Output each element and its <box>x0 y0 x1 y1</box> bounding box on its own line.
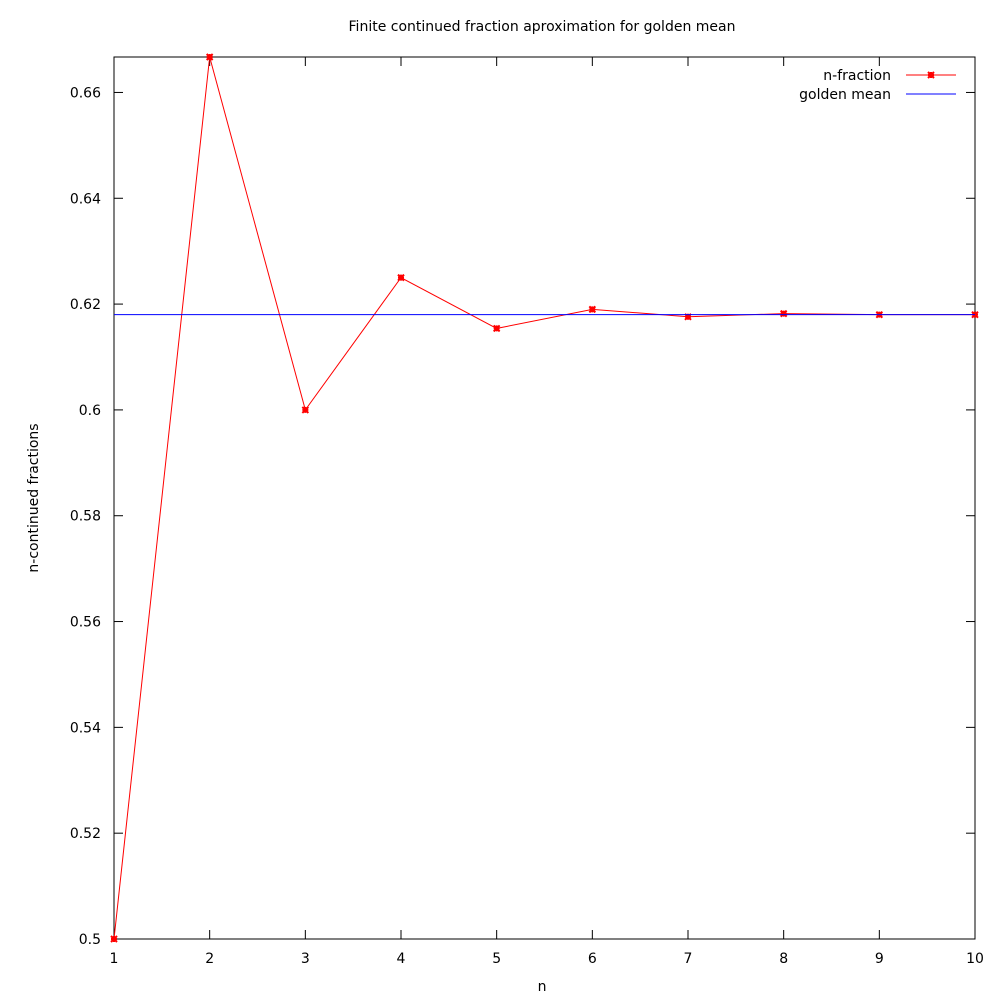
x-axis-title: n <box>538 979 547 995</box>
y-tick-label: 0.54 <box>70 720 101 736</box>
y-axis-title: n-continued fractions <box>26 423 42 572</box>
y-tick-label: 0.52 <box>70 826 101 842</box>
plot-area: 0.5 0.52 0.54 0.56 0.58 0.6 0.62 0.64 0.66 1 2 3 4 5 6… <box>70 53 984 967</box>
legend-label-golden-mean: golden mean <box>799 87 891 103</box>
n-fraction-point <box>779 309 788 318</box>
x-tick-label: 10 <box>966 951 984 967</box>
y-tick-label: 0.64 <box>70 191 101 207</box>
y-tick-label: 0.6 <box>79 403 101 419</box>
chart-title: Finite continued fraction aproximation f… <box>349 19 736 35</box>
x-tick-label: 9 <box>875 951 884 967</box>
y-tick-label: 0.56 <box>70 615 101 631</box>
n-fraction-point <box>492 324 501 333</box>
n-fraction-point <box>397 273 405 282</box>
x-tick-label: 1 <box>110 951 119 967</box>
x-tick-label: 5 <box>492 951 501 967</box>
legend-marker-n-fraction <box>927 71 935 79</box>
n-fraction-point <box>588 305 597 314</box>
x-tick-label: 4 <box>397 951 406 967</box>
x-tick-label: 2 <box>205 951 214 967</box>
x-tick-label: 6 <box>588 951 597 967</box>
plot-frame <box>113 56 976 940</box>
x-tick-label: 8 <box>779 951 788 967</box>
n-fraction-point <box>301 406 310 414</box>
x-tick-label: 7 <box>684 951 693 967</box>
x-tick-label: 3 <box>301 951 310 967</box>
y-tick-label: 0.5 <box>79 932 101 948</box>
n-fraction-point <box>205 53 214 61</box>
y-tick-label: 0.66 <box>70 85 101 101</box>
n-fraction-point <box>110 935 118 943</box>
n-fraction-point <box>684 313 692 321</box>
y-tick-label: 0.62 <box>70 297 101 313</box>
legend-label-n-fraction: n-fraction <box>823 68 891 84</box>
y-tick-label: 0.58 <box>70 509 101 525</box>
n-fraction-line <box>113 56 975 940</box>
